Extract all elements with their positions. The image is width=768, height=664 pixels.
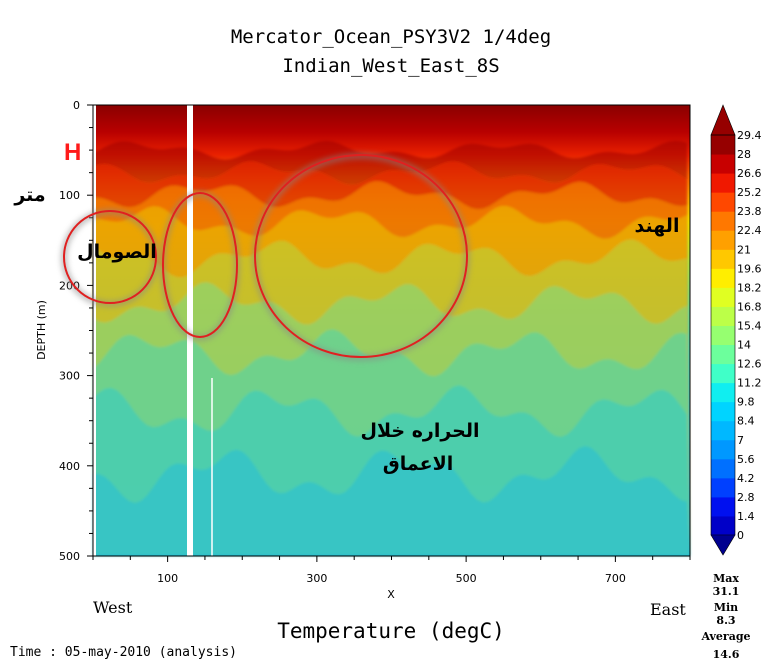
colorbar-label: 0 — [737, 529, 744, 542]
colorbar-swatch — [711, 173, 735, 193]
colorbar-label: 29.4 — [737, 129, 762, 142]
max-label: Max — [713, 572, 739, 585]
colorbar-label: 7 — [737, 434, 744, 447]
average-value: 14.6 — [713, 648, 740, 661]
colorbar-swatch — [711, 135, 735, 155]
y-tick-label: 300 — [59, 370, 80, 383]
colorbar-label: 18.2 — [737, 281, 762, 294]
variable-label: Temperature (degC) — [277, 619, 505, 643]
colorbar-frame — [710, 134, 736, 536]
colorbar-label: 11.2 — [737, 377, 762, 390]
x-axis: 100 300 500 700 — [92, 556, 691, 585]
colorbar-label: 9.8 — [737, 396, 755, 409]
min-label: Min — [714, 601, 738, 614]
colorbar-swatch — [711, 249, 735, 269]
chart-subtitle: Indian_West_East_8S — [282, 55, 499, 77]
x-tick-label: 500 — [456, 572, 477, 585]
y-tick-label: 400 — [59, 460, 80, 473]
somalia-label: الصومال — [77, 241, 157, 263]
colorbar-lower-arrow — [710, 534, 736, 556]
colorbar-swatch — [711, 325, 735, 346]
india-label: الهند — [635, 215, 680, 237]
west-label: West — [93, 598, 133, 617]
depth-temperature-label-line1: الحراره خلال — [360, 420, 479, 442]
colorbar-label: 8.4 — [737, 415, 755, 428]
colorbar-label: 25.2 — [737, 186, 762, 199]
colorbar-swatch — [711, 306, 735, 326]
colorbar-label: 28 — [737, 148, 751, 161]
colorbar: 0 1.4 2.8 4.2 5.6 7 8.4 9.8 11.2 12.6 14 15.4 16.8 18… — [710, 104, 762, 556]
colorbar-swatch — [711, 477, 735, 498]
y-axis-label: DEPTH (m) — [35, 300, 48, 360]
h-label: H — [64, 139, 81, 166]
colorbar-swatch — [711, 401, 735, 422]
min-value: 8.3 — [716, 614, 735, 627]
colorbar-upper-arrow — [710, 104, 736, 136]
colorbar-swatch — [711, 344, 735, 365]
coastal-circle — [162, 192, 238, 338]
colorbar-label: 15.4 — [737, 319, 762, 332]
y-tick-label: 500 — [59, 550, 80, 563]
central-circle — [254, 154, 468, 358]
max-value: 31.1 — [713, 585, 740, 598]
colorbar-swatch — [711, 154, 735, 174]
east-label: East — [650, 600, 686, 619]
colorbar-swatch — [711, 458, 735, 479]
annotation-circles — [61, 153, 470, 361]
colorbar-swatch — [711, 230, 735, 250]
colorbar-label: 21 — [737, 243, 751, 256]
colorbar-label: 23.8 — [737, 205, 762, 218]
chart-title: Mercator_Ocean_PSY3V2 1/4deg — [231, 26, 551, 48]
isotherm-band — [93, 446, 690, 556]
colorbar-swatch — [711, 363, 735, 384]
gap-strip — [187, 105, 193, 556]
somalia-circle — [63, 210, 157, 304]
colorbar-label: 19.6 — [737, 262, 762, 275]
average-label: Average — [700, 630, 750, 643]
stats-block: Max 31.1 Min 8.3 Average 14.6 — [700, 572, 750, 661]
colorbar-label: 16.8 — [737, 300, 762, 313]
colorbar-swatch — [711, 496, 735, 517]
colorbar-swatch — [711, 211, 735, 231]
colorbar-label: 12.6 — [737, 358, 762, 371]
colorbar-label: 26.6 — [737, 167, 762, 180]
plot-area — [92, 104, 691, 557]
colorbar-label: 14 — [737, 339, 751, 352]
x-tick-label: 100 — [157, 572, 178, 585]
colorbar-swatch — [711, 420, 735, 441]
y-tick-label: 100 — [59, 189, 80, 202]
depth-temperature-label-line2: الاعماق — [383, 453, 454, 475]
y-tick-label: 0 — [73, 99, 80, 112]
time-label: Time : 05-may-2010 (analysis) — [10, 645, 237, 660]
colorbar-swatch — [711, 192, 735, 212]
gap-line-left — [93, 105, 96, 556]
colorbar-label: 22.4 — [737, 224, 762, 237]
colorbar-label: 1.4 — [737, 510, 755, 523]
colorbar-label: 4.2 — [737, 472, 755, 485]
colorbar-swatch — [711, 268, 735, 288]
colorbar-label: 2.8 — [737, 491, 755, 504]
meter-label: متر — [13, 184, 45, 206]
colorbar-swatch — [711, 515, 735, 536]
colorbar-label: 5.6 — [737, 453, 755, 466]
x-axis-label: X — [387, 588, 395, 601]
x-tick-label: 300 — [306, 572, 327, 585]
colorbar-swatch — [711, 287, 735, 307]
colorbar-swatch — [711, 439, 735, 460]
colorbar-swatch — [711, 382, 735, 403]
x-tick-label: 700 — [605, 572, 626, 585]
